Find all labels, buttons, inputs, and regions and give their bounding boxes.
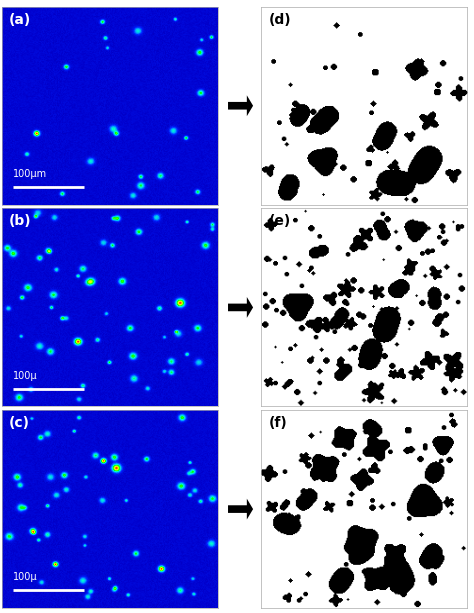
Text: (e): (e) — [269, 215, 291, 229]
Text: (f): (f) — [269, 416, 288, 430]
Text: 100μ: 100μ — [13, 573, 38, 582]
Text: (b): (b) — [9, 215, 31, 229]
Text: 100μ: 100μ — [13, 371, 38, 381]
Text: 100μm: 100μm — [13, 169, 47, 179]
Text: (d): (d) — [269, 13, 292, 27]
Text: (c): (c) — [9, 416, 30, 430]
Text: (a): (a) — [9, 13, 31, 27]
